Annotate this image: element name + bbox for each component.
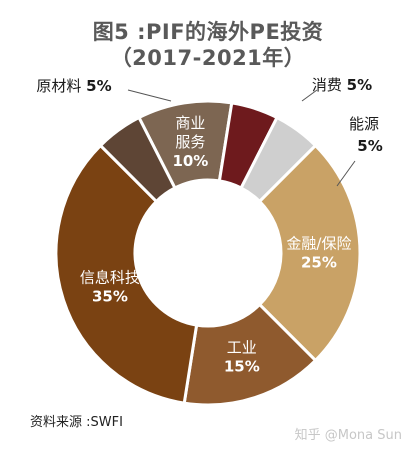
category-label-4: 工业 [227,339,257,357]
watermark: 知乎 @Mona Sun [294,428,402,443]
leader-lines-group [127,89,356,187]
leader-line-2 [336,160,356,187]
chart-title-line2: （2017-2021年） [110,46,306,70]
category-label-3: 金融/保险 [286,235,351,253]
chart-title-line1: 图5 :PIF的海外PE投资 [92,20,324,44]
value-label-5: 35% [92,287,128,305]
value-label-2: 5% [357,137,382,155]
value-label-0: 10% [172,152,208,170]
value-label-1: 5% [347,76,372,94]
category-label-1: 消费 5% [312,76,372,94]
slice-3 [258,144,362,362]
category-label-5: 信息科技 [80,268,140,286]
category-label-0-0: 商业 [175,114,205,132]
leader-line-1 [301,89,318,102]
value-label-3: 25% [301,254,337,272]
category-label-0-1: 服务 [175,133,205,151]
slice-6 [99,116,177,203]
category-label-6: 原材料 5% [36,77,111,95]
value-label-6: 5% [86,77,111,95]
value-label-4: 15% [224,358,260,376]
category-label-2: 能源 [349,115,379,133]
slice-5 [54,144,199,405]
source-note: 资料来源 :SWFI [30,415,123,430]
slices-group [54,99,362,407]
leader-line-6 [127,89,172,102]
